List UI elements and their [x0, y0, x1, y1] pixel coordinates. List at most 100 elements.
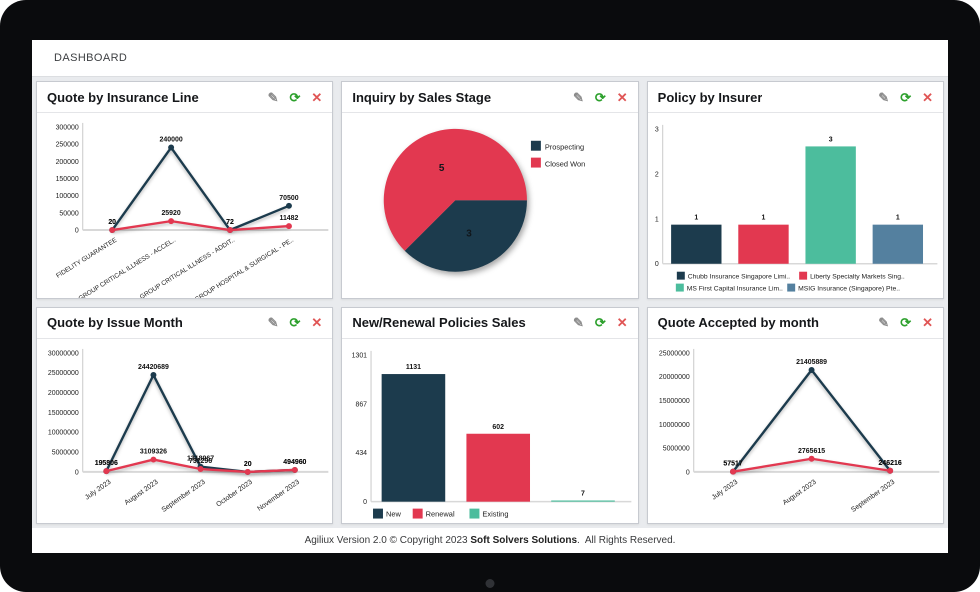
data-point — [244, 468, 251, 475]
panel-header: Quote by Insurance Line ✎ ⟳ ✕ — [37, 82, 333, 113]
bar — [670, 224, 722, 264]
close-icon[interactable]: ✕ — [922, 315, 933, 330]
refresh-icon[interactable]: ⟳ — [594, 89, 606, 105]
chart-quote-by-insurance-line[interactable]: 0 50000 100000 150000 200000 250000 300000 FIDE… — [37, 113, 332, 298]
y-tick-label: 867 — [356, 401, 368, 408]
data-label: 72 — [226, 219, 234, 226]
y-tick-label: 100000 — [56, 193, 79, 200]
y-tick-label: 0 — [364, 499, 368, 506]
panel-title: Inquiry by Sales Stage — [352, 89, 492, 105]
data-label: 602 — [493, 423, 505, 430]
close-icon[interactable]: ✕ — [922, 89, 933, 105]
chart-area: 3 5 Prospecting Closed Won — [342, 113, 637, 298]
refresh-icon[interactable]: ⟳ — [289, 89, 301, 105]
data-label: 57517 — [723, 460, 742, 467]
panel-title: Quote Accepted by month — [657, 315, 819, 330]
x-tick-label: July 2023 — [710, 478, 738, 501]
legend-label: MSIG Insurance (Singapore) Pte.. — [798, 286, 900, 293]
footer-brand: Soft Solvers Solutions — [470, 535, 578, 546]
data-label: 25920 — [161, 210, 180, 217]
data-label: 21405889 — [796, 359, 827, 366]
legend-swatch — [413, 508, 423, 519]
series-line — [111, 146, 290, 232]
data-label: 24420689 — [138, 364, 169, 371]
legend-swatch — [676, 271, 685, 280]
y-tick-label: 434 — [356, 450, 368, 457]
data-point — [103, 467, 110, 474]
data-label: 731296 — [189, 458, 212, 465]
panel-title: Quote by Insurance Line — [47, 89, 199, 105]
x-tick-label: September 2023 — [850, 478, 896, 513]
edit-icon[interactable]: ✎ — [572, 89, 584, 105]
panel-header: Policy by Insurer ✎ ⟳ ✕ — [647, 82, 943, 113]
data-label: 3109326 — [140, 448, 167, 455]
data-point — [285, 202, 292, 209]
y-tick-label: 0 — [75, 469, 79, 476]
close-icon[interactable]: ✕ — [616, 89, 628, 105]
refresh-icon[interactable]: ⟳ — [594, 315, 606, 330]
y-tick-label: 0 — [686, 469, 690, 476]
y-tick-label: 0 — [75, 228, 79, 235]
data-label: 1131 — [406, 364, 421, 371]
edit-icon[interactable]: ✎ — [267, 315, 279, 330]
bar — [381, 373, 446, 502]
data-label: 20 — [244, 460, 252, 467]
y-tick-label: 1 — [655, 216, 659, 223]
chart-policy-by-insurer[interactable]: 0 1 2 3 1 1 3 1 Chubb Insurance Singapore Limi..… — [648, 113, 943, 298]
refresh-icon[interactable]: ⟳ — [900, 89, 912, 105]
bar — [551, 499, 616, 502]
legend-swatch — [373, 508, 384, 519]
y-tick-label: 3 — [655, 126, 659, 133]
pie-slice — [405, 200, 528, 272]
panel-title: Policy by Insurer — [657, 89, 763, 105]
legend-swatch — [531, 140, 542, 151]
bar — [466, 433, 531, 502]
data-point — [168, 218, 175, 225]
edit-icon[interactable]: ✎ — [572, 315, 584, 330]
x-tick-label: November 2023 — [256, 478, 301, 512]
chart-area: 0 50000 100000 150000 200000 250000 300000 FIDE… — [37, 113, 332, 298]
data-point — [808, 455, 815, 462]
y-tick-label: 15000000 — [659, 397, 690, 404]
edit-icon[interactable]: ✎ — [267, 89, 279, 105]
edit-icon[interactable]: ✎ — [878, 315, 890, 330]
refresh-icon[interactable]: ⟳ — [900, 315, 912, 330]
y-tick-label: 30000000 — [48, 350, 79, 357]
data-label: 3 — [467, 229, 473, 240]
edit-icon[interactable]: ✎ — [878, 89, 890, 105]
data-label: 20 — [244, 460, 252, 467]
legend-label: Prospecting — [545, 143, 584, 152]
y-tick-label: 10000000 — [659, 421, 690, 428]
legend-swatch — [675, 283, 684, 292]
panel-title: Quote by Issue Month — [47, 315, 183, 330]
close-icon[interactable]: ✕ — [311, 315, 323, 330]
close-icon[interactable]: ✕ — [311, 89, 323, 105]
data-label: 1318967 — [187, 455, 214, 462]
legend-swatch — [798, 271, 807, 280]
data-label: 195806 — [95, 460, 118, 467]
data-point — [886, 467, 893, 474]
y-tick-label: 250000 — [56, 142, 79, 149]
y-tick-label: 0 — [655, 261, 659, 268]
x-tick-label: GROUP HOSPITAL & SURGICAL - PE.. — [194, 237, 295, 298]
data-label: 11482 — [279, 215, 298, 222]
chart-quote-accepted-by-month[interactable]: 0 5000000 10000000 15000000 20000000 25000000… — [648, 339, 943, 524]
legend-label: New — [386, 509, 402, 518]
chart-quote-by-issue-month[interactable]: 0 5000000 10000000 15000000 20000000 25000000… — [37, 339, 332, 524]
y-tick-label: 5000000 — [662, 445, 689, 452]
data-point — [291, 466, 298, 473]
refresh-icon[interactable]: ⟳ — [289, 315, 301, 330]
app-screen: DASHBOARD Quote by Insurance Line ✎ ⟳ ✕ … — [32, 40, 948, 553]
pie-slice — [384, 128, 528, 251]
data-label: 57517 — [723, 460, 742, 467]
panel-header: Quote by Issue Month ✎ ⟳ ✕ — [37, 308, 333, 339]
data-point — [227, 227, 234, 233]
chart-new-renewal-policies-sales[interactable]: 0 434 867 1301 1131 602 7 New Renewal Existing — [342, 339, 637, 524]
data-label: 246216 — [878, 459, 901, 466]
close-icon[interactable]: ✕ — [616, 315, 628, 330]
legend-label: Renewal — [426, 509, 455, 518]
footer-text-suffix: . All Rights Reserved. — [577, 535, 676, 546]
series-line — [112, 219, 290, 232]
